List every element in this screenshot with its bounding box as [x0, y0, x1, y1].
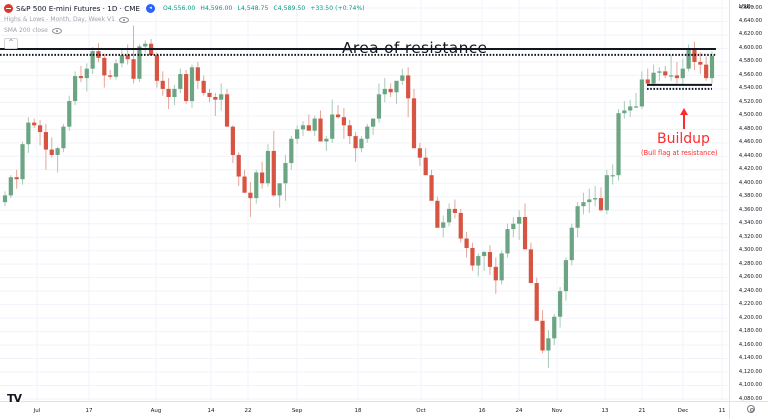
- time-tick-label: 11: [718, 408, 726, 414]
- price-tick-label: 4,360.00: [738, 206, 762, 213]
- price-tick-label: 4,240.00: [738, 287, 762, 294]
- ohlc-values: O4,556.00 H4,596.00 L4,548.75 C4,589.50 …: [163, 5, 368, 12]
- price-tick-label: 4,460.00: [738, 139, 762, 146]
- time-tick-label: Jul: [33, 408, 41, 414]
- tradingview-logo[interactable]: TV: [7, 392, 22, 405]
- time-tick-label: 24: [515, 408, 523, 414]
- indicator-label: Highs & Lows - Month, Day, Week V1: [4, 16, 115, 23]
- price-tick-label: 4,480.00: [738, 125, 762, 132]
- price-tick-label: 4,440.00: [738, 152, 762, 159]
- price-tick-label: 4,420.00: [738, 166, 762, 173]
- indicator-highs-lows[interactable]: Highs & Lows - Month, Day, Week V1: [4, 14, 368, 25]
- chart-legend: S&P 500 E-mini Futures · 1D · CME ◂ O4,5…: [4, 3, 368, 49]
- resistance-overlays: [0, 47, 716, 90]
- price-tick-label: 4,620.00: [738, 31, 762, 38]
- price-tick-label: 4,280.00: [738, 260, 762, 267]
- price-tick-label: 4,100.00: [738, 382, 762, 389]
- buildup-annotation: Buildup: [657, 131, 710, 147]
- market-status-icon[interactable]: ◂: [145, 4, 155, 13]
- indicator-sma[interactable]: SMA 200 close: [4, 25, 368, 36]
- price-tick-label: 4,300.00: [738, 247, 762, 254]
- low-value: L4,548.75: [237, 5, 269, 12]
- price-tick-label: 4,320.00: [738, 233, 762, 240]
- time-tick-label: 14: [207, 408, 215, 414]
- price-tick-label: 4,080.00: [738, 395, 762, 402]
- symbol-title[interactable]: S&P 500 E-mini Futures · 1D · CME: [16, 4, 140, 13]
- time-tick-label: Dec: [677, 408, 689, 414]
- price-tick-label: 4,400.00: [738, 179, 762, 186]
- price-tick-label: 4,160.00: [738, 341, 762, 348]
- price-tick-label: 4,520.00: [738, 98, 762, 105]
- indicator-label: SMA 200 close: [4, 27, 48, 34]
- up-arrow-icon: [680, 108, 688, 129]
- symbol-logo-icon: [4, 4, 13, 13]
- time-tick-label: 13: [601, 408, 609, 414]
- time-tick-label: 18: [354, 408, 362, 414]
- symbol-row: S&P 500 E-mini Futures · 1D · CME ◂ O4,5…: [4, 3, 368, 14]
- currency-selector[interactable]: USD: [739, 4, 754, 10]
- time-tick-label: Aug: [150, 408, 162, 414]
- settings-icon[interactable]: [747, 405, 755, 413]
- buildup-subtitle: (Bull flag at resistance): [641, 149, 718, 157]
- price-tick-label: 4,220.00: [738, 301, 762, 308]
- time-tick-label: Sep: [291, 408, 303, 414]
- time-tick-label: 21: [638, 408, 646, 414]
- price-tick-label: 4,340.00: [738, 220, 762, 227]
- price-tick-label: 4,140.00: [738, 355, 762, 362]
- eye-hidden-icon[interactable]: [118, 16, 129, 23]
- price-tick-label: 4,560.00: [738, 71, 762, 78]
- price-tick-label: 4,180.00: [738, 328, 762, 335]
- time-tick-label: 17: [85, 408, 93, 414]
- resistance-annotation: Area of resistance: [342, 39, 488, 57]
- price-tick-label: 4,540.00: [738, 85, 762, 92]
- price-tick-label: 4,380.00: [738, 193, 762, 200]
- high-value: H4,596.00: [200, 5, 233, 12]
- eye-hidden-icon[interactable]: [51, 27, 62, 34]
- price-tick-label: 4,120.00: [738, 368, 762, 375]
- price-tick-label: 4,660.00: [738, 4, 762, 11]
- candles: [2, 25, 715, 368]
- price-tick-label: 4,600.00: [738, 44, 762, 51]
- collapse-legend-button[interactable]: ^: [4, 38, 18, 49]
- price-tick-label: 4,500.00: [738, 112, 762, 119]
- time-tick-label: Nov: [551, 408, 563, 414]
- close-value: C4,589.50: [273, 5, 306, 12]
- price-tick-label: 4,640.00: [738, 17, 762, 24]
- grid-lines: [0, 0, 729, 401]
- change-value: +33.50 (+0.74%): [310, 5, 365, 12]
- price-tick-label: 4,260.00: [738, 274, 762, 281]
- open-value: O4,556.00: [162, 5, 196, 12]
- time-tick-label: 16: [478, 408, 486, 414]
- time-tick-label: 22: [244, 408, 252, 414]
- price-tick-label: 4,200.00: [738, 314, 762, 321]
- time-tick-label: Oct: [416, 408, 426, 414]
- price-tick-label: 4,580.00: [738, 58, 762, 65]
